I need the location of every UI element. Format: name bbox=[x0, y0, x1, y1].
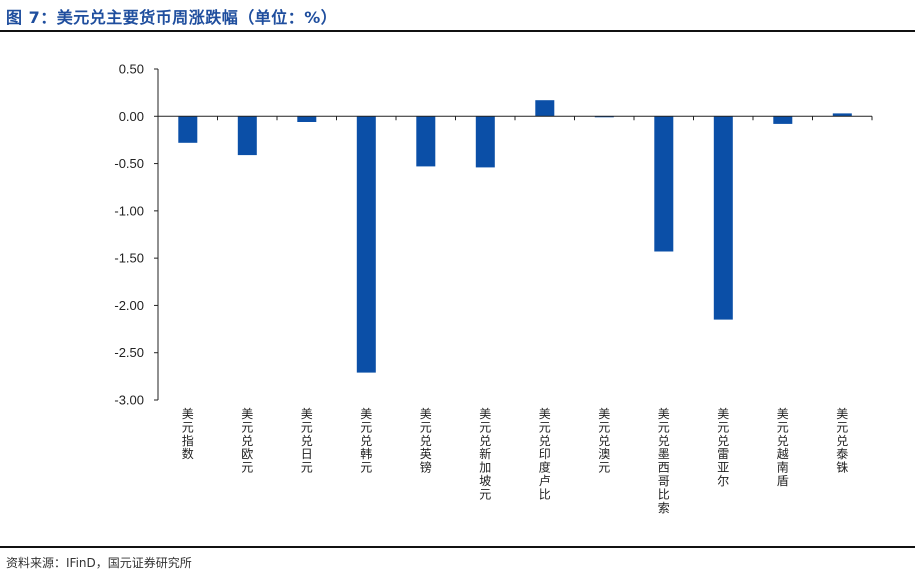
bar-11 bbox=[832, 113, 852, 117]
y-tick-label: -2.00 bbox=[114, 298, 144, 313]
bar-0 bbox=[178, 116, 198, 143]
y-tick-label: 0.50 bbox=[119, 62, 144, 77]
bar-2 bbox=[297, 116, 317, 122]
bar-7 bbox=[594, 116, 614, 118]
bar-1 bbox=[237, 116, 257, 156]
y-tick-label: -0.50 bbox=[114, 156, 144, 171]
bar-4 bbox=[416, 116, 436, 167]
bar-10 bbox=[773, 116, 793, 124]
category-label-11: 美元兑泰铢 bbox=[836, 407, 848, 475]
bar-chart: 0.50 0.00 -0.50 -1.00 -1.50 -2.00 -2.50 -3.00 美… bbox=[114, 62, 873, 515]
axes-layer bbox=[157, 69, 873, 400]
y-axis-ticks: 0.50 0.00 -0.50 -1.00 -1.50 -2.00 -2.50 -3.00 bbox=[114, 62, 158, 408]
category-label-8: 美元兑墨西哥比索 bbox=[658, 407, 670, 515]
y-tick-label: -1.00 bbox=[114, 203, 144, 218]
category-label-5: 美元兑新加坡元 bbox=[479, 407, 491, 501]
category-label-3: 美元兑韩元 bbox=[360, 407, 372, 475]
x-axis-category-labels: 美元指数 美元兑欧元 美元兑日元 美元兑韩元 美元兑英镑 美元兑新加坡元 美元兑印度卢比 美元… bbox=[182, 407, 849, 515]
category-label-7: 美元兑澳元 bbox=[598, 407, 610, 475]
bar-9 bbox=[713, 116, 733, 320]
chart-title: 图 7：美元兑主要货币周涨跌幅（单位：%） bbox=[6, 8, 338, 27]
bar-8 bbox=[654, 116, 674, 252]
category-label-0: 美元指数 bbox=[182, 407, 194, 461]
category-label-6: 美元兑印度卢比 bbox=[539, 407, 551, 501]
y-tick-label: -2.50 bbox=[114, 345, 144, 360]
title-divider bbox=[0, 30, 915, 32]
category-label-9: 美元兑雷亚尔 bbox=[717, 407, 729, 488]
category-label-10: 美元兑越南盾 bbox=[777, 407, 789, 488]
bar-5 bbox=[475, 116, 495, 168]
bar-6 bbox=[535, 100, 555, 117]
category-label-1: 美元兑欧元 bbox=[241, 407, 253, 475]
source-note: 资料来源：IFinD，国元证券研究所 bbox=[6, 556, 192, 570]
category-label-4: 美元兑英镑 bbox=[420, 407, 432, 475]
y-tick-label: -3.00 bbox=[114, 393, 144, 408]
bars-layer bbox=[178, 100, 852, 373]
y-tick-label: 0.00 bbox=[119, 109, 144, 124]
y-tick-label: -1.50 bbox=[114, 251, 144, 266]
footer-divider bbox=[0, 546, 915, 548]
category-label-2: 美元兑日元 bbox=[301, 407, 313, 475]
bar-3 bbox=[356, 116, 376, 373]
